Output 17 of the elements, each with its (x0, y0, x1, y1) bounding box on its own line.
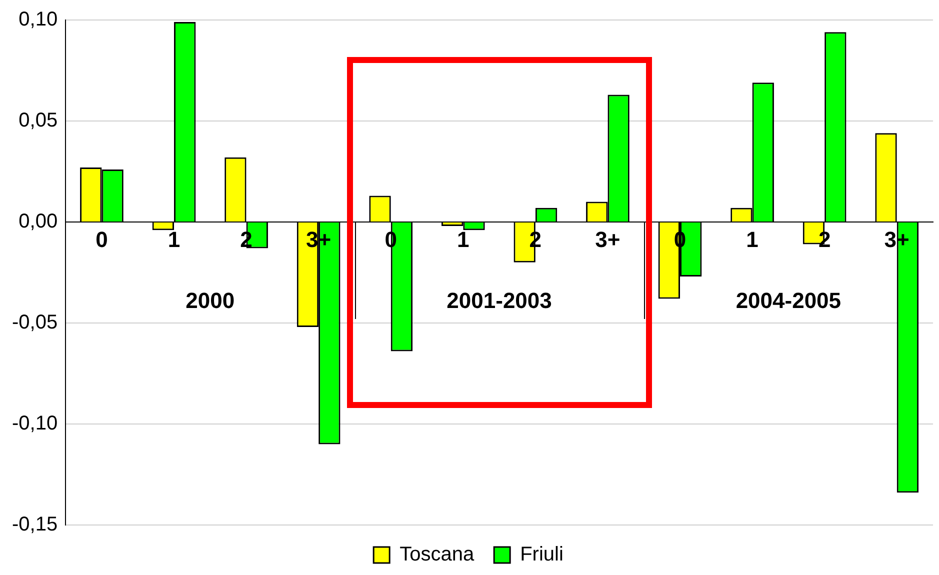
y-tick-label: 0,05 (18, 110, 58, 132)
y-tick-label: 0,00 (18, 210, 58, 233)
x-tick-label: 1 (457, 227, 470, 252)
y-tick-label: 0,10 (18, 8, 58, 31)
x-tick-label: 1 (746, 227, 758, 252)
y-tick-label: -0,15 (12, 514, 58, 536)
annotation: 2000 (186, 288, 235, 314)
x-tick-label: 1 (168, 227, 180, 252)
x-tick-label: 3+ (306, 227, 332, 252)
y-tick-label: -0,05 (12, 312, 58, 334)
x-tick-label: 0 (96, 227, 108, 252)
annotation: 2004-2005 (736, 288, 842, 314)
annotation: 2001-2003 (446, 288, 552, 314)
legend-label: Friuli (520, 544, 564, 566)
legend-label: Toscana (400, 544, 475, 566)
x-tick-label: 3+ (595, 227, 620, 252)
y-tick-label: -0,10 (12, 412, 58, 435)
